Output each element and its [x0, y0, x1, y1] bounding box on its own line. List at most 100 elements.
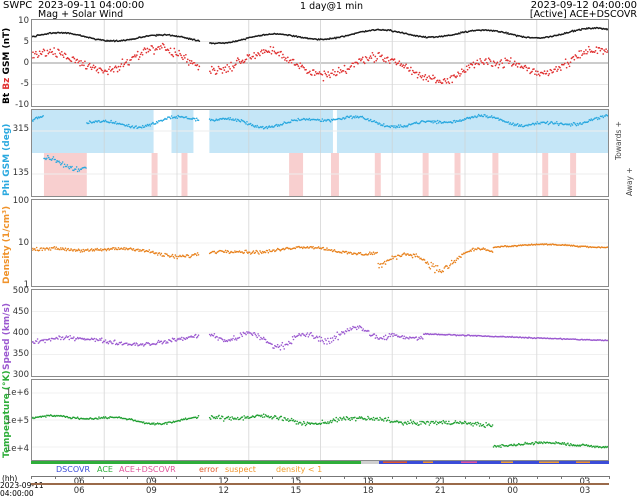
- time-axis-tick: [488, 476, 490, 479]
- ytick: 100: [12, 196, 29, 206]
- temperature-yticks: 1e+6 1e+5 1e+4: [0, 379, 29, 461]
- ytick: 135: [12, 168, 29, 178]
- time-axis-label-lower: 15: [290, 486, 302, 496]
- time-axis-label: 09: [145, 477, 157, 487]
- legend-item-error: error: [199, 465, 219, 474]
- time-axis-label-lower: 00: [507, 486, 519, 496]
- speed-yticks: 500 450 400 350 300: [0, 286, 29, 380]
- time-axis-tick: [199, 476, 201, 479]
- data-source-label: [Active] ACE+DSCOVR: [529, 9, 637, 20]
- time-axis-label-lower: 03: [579, 486, 591, 496]
- legend-item-ace-dscovr: ACE+DSCOVR: [119, 465, 176, 474]
- time-axis-label-lower: 21: [434, 486, 446, 496]
- phi-gsm-axis-title: Phi GSM (deg): [2, 123, 12, 196]
- phi-gsm-plot: [32, 110, 608, 196]
- ytick: 500: [12, 286, 29, 296]
- ytick: 400: [12, 328, 29, 338]
- time-axis-separator: [31, 483, 609, 485]
- panel-temperature: [31, 379, 609, 461]
- time-axis-tick: [175, 476, 177, 479]
- panel-phi-gsm: [31, 109, 609, 197]
- speed-axis-title: Speed (km/s): [2, 303, 12, 370]
- ytick: -10: [15, 100, 29, 110]
- sector-label-away: Away +: [625, 167, 634, 196]
- time-axis-label-lower: 06: [73, 486, 85, 496]
- time-axis-tick: [247, 476, 249, 479]
- density-plot: [32, 200, 608, 286]
- sector-label-towards: Towards +: [614, 121, 623, 160]
- agency-label: SWPC: [3, 0, 33, 11]
- time-axis-tick: [31, 476, 32, 479]
- time-axis-label: 00: [507, 477, 519, 487]
- time-axis-tick: [512, 476, 514, 479]
- ytick: -5: [20, 79, 29, 89]
- time-axis-label: 12: [218, 477, 230, 487]
- panel-density: [31, 199, 609, 287]
- time-axis-label-lower: 12: [218, 486, 230, 496]
- time-axis-tick: [55, 476, 57, 479]
- legend-item-ace: ACE: [97, 465, 113, 474]
- time-axis-tick: [151, 476, 153, 479]
- ytick: 450: [12, 307, 29, 317]
- time-axis-tick: [440, 476, 442, 479]
- time-axis-tick: [344, 476, 346, 479]
- legend-item-density-low: density < 1: [276, 465, 323, 474]
- time-axis-tick: [127, 476, 129, 479]
- start-time-label: 2023-09-11 04:00:00: [38, 0, 145, 11]
- ytick: 0: [23, 58, 29, 68]
- time-axis-bottom: 06 09 12 15 18 21 00 03: [31, 486, 609, 496]
- time-axis-label-lower: 18: [362, 486, 374, 496]
- cadence-label: 1 day@1 min: [300, 1, 364, 12]
- legend-and-status: DSCOVR ACE ACE+DSCOVR error suspect dens…: [31, 461, 609, 475]
- time-axis-tick: [609, 476, 610, 479]
- plot-header: SWPC 2023-09-11 04:00:00 Mag + Solar Win…: [0, 0, 640, 20]
- temperature-axis-title: Temperature (°K): [2, 370, 12, 458]
- status-bars: [31, 461, 609, 464]
- ytick: 1: [23, 280, 29, 290]
- ytick: 10: [18, 16, 29, 26]
- time-axis-tick: [79, 476, 81, 479]
- time-axis-tick: [536, 476, 538, 479]
- time-axis-tick: [464, 476, 466, 479]
- bt-bz-axis-title: Bt Bz GSM (nT): [2, 28, 12, 104]
- time-axis-tick: [368, 476, 370, 479]
- ytick: 1e+4: [5, 444, 29, 454]
- plot-title: Mag + Solar Wind: [38, 9, 124, 20]
- time-axis-label: 18: [362, 477, 374, 487]
- end-time-label: 2023-09-12 04:00:00: [530, 0, 637, 11]
- time-axis-tick: [416, 476, 418, 479]
- time-axis-tick: [295, 476, 297, 479]
- axis-title-bz: Bz: [2, 77, 12, 90]
- time-axis-label: 21: [434, 477, 446, 487]
- panel-bt-bz: [31, 19, 609, 107]
- time-axis-tick: [392, 476, 394, 479]
- time-axis-tick: [223, 476, 225, 479]
- time-axis-tick: [103, 476, 105, 479]
- phi-gsm-yticks: 315 135: [0, 109, 29, 197]
- ytick: 300: [12, 370, 29, 380]
- ytick: 10: [18, 238, 29, 248]
- time-unit-label: (hh): [2, 474, 18, 483]
- time-start-date: 2023-09-11: [0, 481, 44, 490]
- time-axis-label: 06: [73, 477, 85, 487]
- time-axis-top: 06 09 12 15 18 21 00 03: [31, 476, 610, 494]
- time-axis-tick: [560, 476, 562, 479]
- time-axis-tick: [271, 476, 273, 479]
- ytick: 350: [12, 349, 29, 359]
- time-axis-label-lower: 09: [145, 486, 157, 496]
- bt-bz-yticks: 10 5 0 -5 -10: [0, 16, 29, 110]
- temperature-plot: [32, 380, 608, 460]
- time-axis-label: 15: [290, 477, 302, 487]
- time-axis-tick: [584, 476, 586, 479]
- time-axis-label: 03: [579, 477, 591, 487]
- ytick: 1e+6: [5, 388, 29, 398]
- bt-bz-plot: [32, 20, 608, 106]
- density-axis-title: Density (1/cm³): [2, 205, 12, 284]
- legend-item-dscovr: DSCOVR: [56, 465, 91, 474]
- density-yticks: 100 10 1: [0, 196, 29, 290]
- ytick: 5: [23, 37, 29, 47]
- panel-speed: [31, 289, 609, 377]
- axis-title-bt: Bt: [2, 92, 12, 104]
- legend-item-suspect: suspect: [225, 465, 256, 474]
